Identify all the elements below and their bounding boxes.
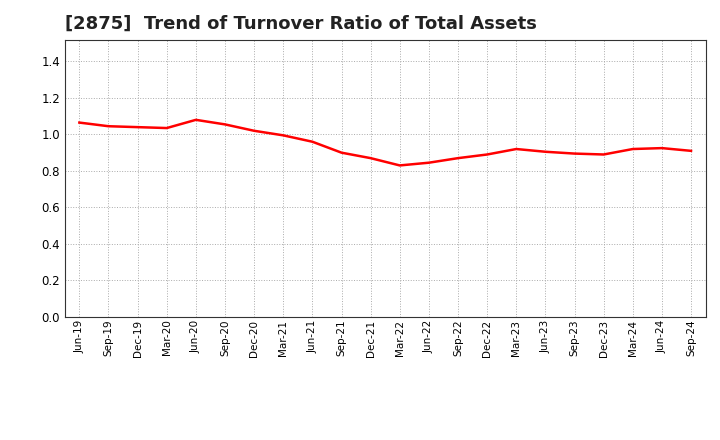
Text: [2875]  Trend of Turnover Ratio of Total Assets: [2875] Trend of Turnover Ratio of Total … [65,15,536,33]
